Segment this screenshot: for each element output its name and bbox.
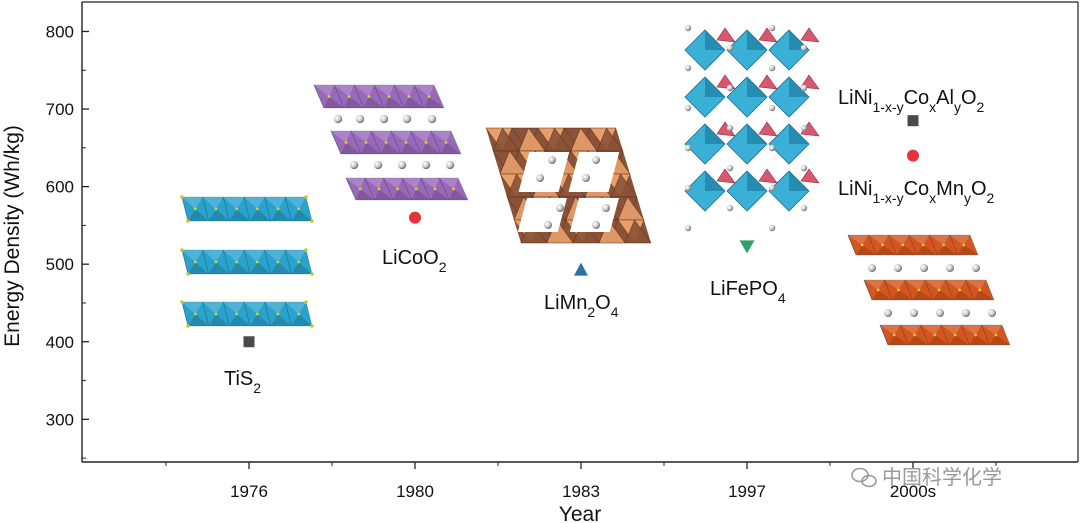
label-limn2o4: LiMn2O4 (544, 292, 619, 320)
layered-oxide-structure (847, 234, 1011, 346)
li-atoms (536, 156, 610, 229)
data-point-triangle-up (574, 262, 588, 276)
y-tick-label: 400 (46, 333, 74, 352)
watermark: 中国科学化学 (851, 466, 1002, 489)
axes (81, 1, 1079, 463)
lifepo4-structure (683, 24, 820, 232)
sulfur-atom (304, 248, 308, 252)
nmc-layer (863, 279, 995, 301)
data-point-triangle-down (739, 240, 755, 254)
y-tick-label: 800 (46, 22, 74, 41)
po4-tetrahedron (716, 27, 736, 43)
sulfur-atom (304, 300, 308, 304)
label-lifepo4: LiFePO4 (710, 278, 786, 306)
watermark-text: 中国科学化学 (882, 466, 1002, 489)
label-nca: LiNi1-x-yCoxAlyO2 (838, 87, 985, 115)
po4-tetrahedron (716, 168, 736, 184)
po4-tetrahedron (800, 27, 820, 43)
limn2o4-structure (485, 127, 652, 244)
data-point-circle (907, 149, 919, 162)
licoo2-structure (313, 84, 469, 201)
li-atoms (868, 264, 980, 272)
x-tick-label: 1983 (562, 482, 600, 501)
x-tick-label: 1976 (230, 482, 268, 501)
li-atoms (333, 114, 437, 124)
label-nmc: LiNi1-x-yCoxMnyO2 (838, 178, 995, 206)
sulfur-atom (310, 272, 314, 276)
y-tick-label: 700 (46, 100, 74, 119)
po4-tetrahedron (758, 74, 778, 90)
y-ticks: 300 400 500 600 700 800 (46, 22, 89, 459)
x-axis-title: Year (559, 503, 601, 523)
wechat-icon (851, 467, 877, 488)
data-point-square (243, 336, 255, 348)
sulfur-atom (186, 324, 190, 328)
sulfur-atom (304, 195, 308, 199)
po4-tetrahedron (758, 27, 778, 43)
licoo2-layer (313, 84, 445, 109)
label-tis2: TiS2 (224, 368, 261, 396)
x-ticks: 1976 1980 1983 1997 2000s (165, 462, 997, 501)
sulfur-atom (180, 300, 184, 304)
sulfur-atom (180, 248, 184, 252)
po4-tetrahedron (758, 121, 778, 137)
data-point-circle (409, 211, 421, 224)
po4-tetrahedron (800, 168, 820, 184)
nmc-layer (847, 234, 979, 256)
li-atoms (884, 309, 996, 317)
licoo2-layer (330, 130, 462, 155)
sulfur-atom (310, 324, 314, 328)
y-axis-title: Energy Density (Wh/kg) (1, 125, 24, 347)
x-tick-label: 1997 (728, 482, 766, 501)
y-tick-label: 300 (46, 410, 74, 429)
label-licoo2: LiCoO2 (382, 247, 447, 275)
y-tick-label: 500 (46, 255, 74, 274)
sulfur-atom (310, 219, 314, 223)
sulfur-atom (186, 272, 190, 276)
li-atoms (349, 160, 455, 170)
x-tick-label: 2000s (890, 482, 936, 501)
data-points (243, 115, 919, 348)
crystal-structure-illustrations (180, 24, 1011, 346)
tis2-layer (181, 249, 313, 275)
tis2-layer (181, 301, 313, 327)
li-atoms (684, 24, 808, 232)
data-point-square (907, 115, 919, 127)
nmc-layer (879, 324, 1011, 346)
licoo2-layer (345, 177, 469, 201)
sulfur-atom (186, 219, 190, 223)
point-labels: TiS2 LiCoO2 LiMn2O4 LiFePO4 LiNi1-x-yCoxAlyO… (224, 87, 995, 396)
sulfur-atom (180, 195, 184, 199)
x-tick-label: 1980 (396, 482, 434, 501)
tis2-structure (180, 195, 314, 328)
tis2-layer (181, 196, 313, 222)
po4-tetrahedron (758, 168, 778, 184)
y-tick-label: 600 (46, 178, 74, 197)
